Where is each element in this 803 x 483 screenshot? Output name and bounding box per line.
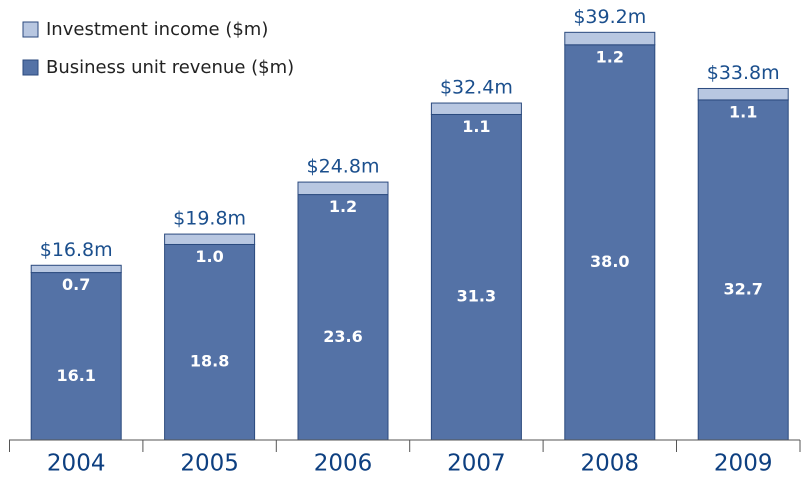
total-label: $24.8m xyxy=(307,156,380,178)
value-label: 1.0 xyxy=(195,247,223,266)
legend-swatch xyxy=(22,59,39,76)
value-label: 32.7 xyxy=(723,279,762,298)
bar-segment xyxy=(564,44,656,441)
x-tick-label: 2008 xyxy=(581,451,640,477)
value-label: 31.3 xyxy=(457,287,496,306)
bar-segment xyxy=(297,194,389,441)
bar-segment xyxy=(564,31,656,46)
value-label: 38.0 xyxy=(590,252,629,271)
bar-segment xyxy=(30,272,122,441)
bar-segment xyxy=(697,99,789,441)
total-label: $33.8m xyxy=(707,62,780,84)
total-label: $16.8m xyxy=(40,239,113,261)
bar-segment xyxy=(430,113,522,441)
bar-segment xyxy=(297,181,389,196)
bar-segment xyxy=(430,102,522,115)
value-label: 16.1 xyxy=(56,366,95,385)
x-tick-label: 2004 xyxy=(47,451,106,477)
legend-label: Business unit revenue ($m) xyxy=(46,57,294,78)
x-tick-label: 2007 xyxy=(447,451,506,477)
value-label: 1.1 xyxy=(729,102,757,121)
bar-segment xyxy=(697,87,789,101)
total-label: $32.4m xyxy=(440,77,513,99)
value-label: 0.7 xyxy=(62,275,90,294)
legend-label: Investment income ($m) xyxy=(46,19,268,40)
x-tick-label: 2006 xyxy=(314,451,373,477)
bar-segment xyxy=(164,243,256,441)
legend-swatch xyxy=(22,21,39,38)
x-tick-label: 2005 xyxy=(180,451,239,477)
value-label: 1.1 xyxy=(462,117,490,136)
value-label: 1.2 xyxy=(596,47,624,66)
value-label: 1.2 xyxy=(329,197,357,216)
total-label: $19.8m xyxy=(173,208,246,230)
bar-segment xyxy=(164,233,256,245)
total-label: $39.2m xyxy=(573,6,646,28)
x-tick-label: 2009 xyxy=(714,451,773,477)
bar-segment xyxy=(30,264,122,274)
value-label: 18.8 xyxy=(190,352,229,371)
value-label: 23.6 xyxy=(323,327,362,346)
